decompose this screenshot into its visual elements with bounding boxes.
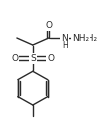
Text: O: O [47,54,54,63]
Text: NH₂: NH₂ [72,33,89,43]
Text: O: O [45,21,52,30]
Text: N: N [61,33,68,43]
Text: N: N [61,33,68,43]
Text: NH₂: NH₂ [81,33,98,43]
Text: S: S [30,54,36,63]
Text: O: O [12,54,18,63]
Text: H: H [62,41,68,50]
